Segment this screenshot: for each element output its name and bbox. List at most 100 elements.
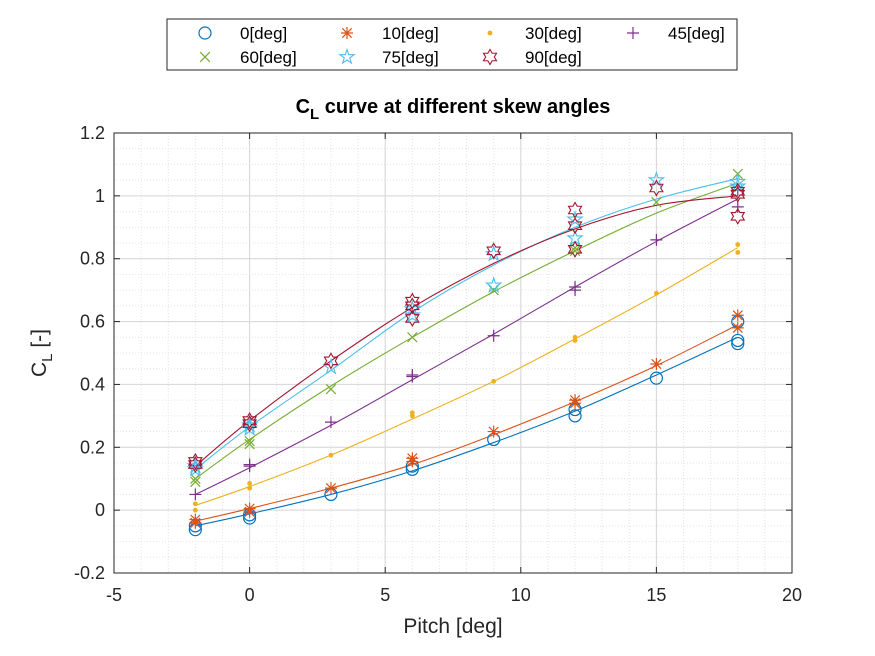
grid	[113, 132, 793, 574]
y-tick-label: 0.2	[80, 437, 105, 457]
data-point	[731, 333, 745, 348]
series-2-markers	[192, 242, 741, 513]
x-tick-label: 10	[511, 585, 531, 605]
legend-marker-6	[482, 48, 498, 66]
data-point	[569, 245, 581, 257]
data-point	[730, 185, 746, 203]
x-tick-label: 15	[646, 585, 666, 605]
chart-title: CL curve at different skew angles	[296, 96, 611, 123]
data-point	[328, 452, 334, 458]
legend-label-2: 30[deg]	[525, 24, 582, 43]
legend-label-5: 75[deg]	[382, 48, 439, 67]
series-5-markers	[186, 170, 747, 477]
legend-marker-3	[627, 27, 639, 39]
data-point	[730, 182, 746, 200]
fit-line-series-5	[195, 178, 738, 470]
fit-line-series-2	[195, 247, 739, 506]
series-6-markers	[187, 179, 746, 474]
data-point	[187, 452, 203, 471]
x-axis-label: Pitch [deg]	[403, 615, 502, 638]
data-point	[567, 217, 583, 235]
data-point	[242, 415, 258, 433]
data-point	[654, 290, 659, 296]
data-point	[325, 383, 337, 395]
data-point	[187, 455, 203, 474]
data-point	[192, 507, 198, 513]
x-tick-label: 20	[782, 585, 802, 605]
data-point	[731, 336, 745, 351]
data-point	[404, 297, 420, 315]
data-point	[728, 177, 747, 194]
data-point	[244, 435, 255, 447]
data-point	[569, 281, 582, 293]
data-point	[192, 501, 198, 507]
legend-marker-1	[341, 27, 353, 39]
data-point	[567, 201, 583, 219]
data-point	[491, 378, 497, 384]
data-point	[404, 309, 420, 328]
plot-area-frame	[113, 132, 793, 574]
legend-label-6: 90[deg]	[525, 48, 582, 67]
data-point	[406, 452, 419, 465]
legend-box	[166, 18, 738, 71]
data-point	[735, 242, 741, 247]
data-point	[487, 329, 500, 342]
data-point	[487, 425, 500, 438]
data-point	[407, 332, 418, 343]
data-point	[404, 292, 420, 310]
data-point	[566, 210, 584, 227]
legend: 0[deg] 10[deg] 30[deg] 45[deg] 60[deg] 75[deg…	[166, 18, 738, 71]
data-point	[190, 473, 201, 484]
y-axis-label-main: C	[28, 362, 51, 377]
data-point	[735, 250, 741, 255]
data-markers	[186, 168, 747, 537]
data-point	[650, 233, 663, 246]
y-tick-label: 0	[95, 500, 105, 520]
legend-label-1: 10[deg]	[382, 24, 439, 43]
y-tick-label: 0.6	[80, 312, 105, 332]
data-point	[572, 334, 578, 340]
data-point	[651, 196, 662, 208]
data-point	[649, 371, 664, 385]
data-point	[244, 438, 255, 450]
data-point	[247, 485, 253, 491]
fit-line-series-4	[195, 182, 738, 480]
y-tick-label: 1.2	[80, 123, 105, 143]
fit-line-series-1	[195, 324, 739, 522]
y-tick-label: 1	[95, 186, 105, 206]
data-point	[731, 321, 744, 334]
chart-title-main: C	[296, 96, 310, 118]
y-axis-label-rest: [-]	[28, 329, 51, 354]
legend-marker-2	[487, 30, 493, 36]
axis-ticks: -5 0 5 10 15 20 -0.2 0 0.2 0.4 0.6 0.8 1 1.2	[74, 123, 802, 605]
data-point	[324, 482, 337, 495]
data-point	[730, 207, 746, 225]
data-point	[409, 410, 415, 416]
y-tick-label: 0.8	[80, 249, 105, 269]
data-point	[647, 170, 666, 188]
data-point	[486, 242, 502, 260]
legend-label-4: 60[deg]	[240, 48, 297, 67]
data-point	[247, 481, 253, 486]
data-point	[242, 411, 258, 430]
legend-marker-5	[338, 47, 356, 65]
fit-line-series-6	[195, 195, 738, 467]
data-point	[650, 358, 663, 370]
data-point	[189, 513, 202, 526]
chart-title-subscript: L	[310, 106, 319, 123]
data-point	[731, 309, 744, 322]
data-point	[484, 276, 503, 293]
data-point	[323, 352, 339, 370]
fit-curves	[195, 178, 739, 527]
legend-marker-4	[199, 51, 211, 63]
legend-marker-0	[198, 26, 212, 40]
data-point	[568, 409, 582, 423]
data-point	[569, 242, 581, 253]
x-tick-label: 5	[380, 585, 390, 605]
chart-title-rest: curve at different skew angles	[319, 96, 610, 118]
y-axis-label-subscript: L	[39, 353, 56, 361]
x-tick-label: 0	[245, 585, 255, 605]
y-tick-label: 0.4	[80, 374, 105, 394]
fit-line-series-3	[195, 198, 739, 495]
